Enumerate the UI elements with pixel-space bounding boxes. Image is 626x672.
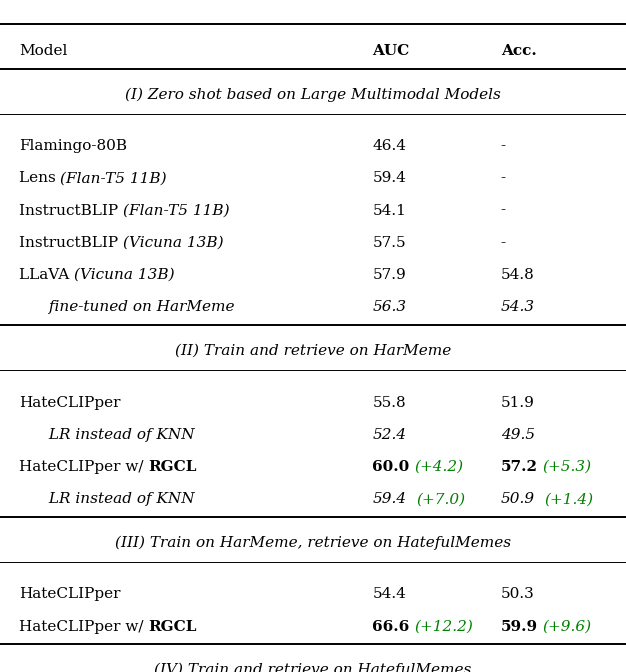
Text: (IV) Train and retrieve on HatefulMemes: (IV) Train and retrieve on HatefulMemes [155, 663, 471, 672]
Text: -: - [501, 139, 506, 153]
Text: (III) Train on HarMeme, retrieve on HatefulMemes: (III) Train on HarMeme, retrieve on Hate… [115, 536, 511, 550]
Text: (+9.6): (+9.6) [543, 620, 592, 634]
Text: 54.1: 54.1 [372, 204, 406, 218]
Text: Model: Model [19, 44, 67, 58]
Text: LR instead of KNN: LR instead of KNN [19, 428, 195, 442]
Text: 46.4: 46.4 [372, 139, 406, 153]
Text: HateCLIPper w/: HateCLIPper w/ [19, 620, 148, 634]
Text: Flamingo-80B: Flamingo-80B [19, 139, 127, 153]
Text: -: - [501, 236, 506, 250]
Text: AUC: AUC [372, 44, 410, 58]
Text: HateCLIPper: HateCLIPper [19, 396, 120, 409]
Text: HateCLIPper w/: HateCLIPper w/ [19, 460, 148, 474]
Text: (I) Zero shot based on Large Multimodal Models: (I) Zero shot based on Large Multimodal … [125, 87, 501, 101]
Text: 57.2: 57.2 [501, 460, 538, 474]
Text: 51.9: 51.9 [501, 396, 535, 409]
Text: 59.4: 59.4 [372, 493, 407, 506]
Text: (+5.3): (+5.3) [543, 460, 592, 474]
Text: (Flan-T5 11B): (Flan-T5 11B) [123, 204, 229, 218]
Text: (II) Train and retrieve on HarMeme: (II) Train and retrieve on HarMeme [175, 344, 451, 358]
Text: 57.5: 57.5 [372, 236, 406, 250]
Text: 52.4: 52.4 [372, 428, 407, 442]
Text: 54.4: 54.4 [372, 587, 406, 601]
Text: 57.9: 57.9 [372, 268, 406, 282]
Text: (+1.4): (+1.4) [545, 493, 594, 506]
Text: RGCL: RGCL [148, 460, 197, 474]
Text: (+4.2): (+4.2) [414, 460, 464, 474]
Text: fine-tuned on HarMeme: fine-tuned on HarMeme [19, 300, 234, 314]
Text: (Vicuna 13B): (Vicuna 13B) [123, 236, 223, 250]
Text: 49.5: 49.5 [501, 428, 535, 442]
Text: 59.4: 59.4 [372, 171, 406, 185]
Text: 56.3: 56.3 [372, 300, 407, 314]
Text: InstructBLIP: InstructBLIP [19, 236, 123, 250]
Text: Lens: Lens [19, 171, 60, 185]
Text: 50.9: 50.9 [501, 493, 535, 506]
Text: 50.3: 50.3 [501, 587, 535, 601]
Text: Acc.: Acc. [501, 44, 536, 58]
Text: 54.8: 54.8 [501, 268, 535, 282]
Text: (Vicuna 13B): (Vicuna 13B) [74, 268, 175, 282]
Text: 66.6: 66.6 [372, 620, 410, 634]
Text: HateCLIPper: HateCLIPper [19, 587, 120, 601]
Text: -: - [501, 171, 506, 185]
Text: (+7.0): (+7.0) [416, 493, 466, 506]
Text: 55.8: 55.8 [372, 396, 406, 409]
Text: -: - [501, 204, 506, 218]
Text: 59.9: 59.9 [501, 620, 538, 634]
Text: RGCL: RGCL [148, 620, 197, 634]
Text: 60.0: 60.0 [372, 460, 410, 474]
Text: LLaVA: LLaVA [19, 268, 74, 282]
Text: (Flan-T5 11B): (Flan-T5 11B) [60, 171, 167, 185]
Text: LR instead of KNN: LR instead of KNN [19, 493, 195, 506]
Text: InstructBLIP: InstructBLIP [19, 204, 123, 218]
Text: 54.3: 54.3 [501, 300, 535, 314]
Text: (+12.2): (+12.2) [414, 620, 473, 634]
